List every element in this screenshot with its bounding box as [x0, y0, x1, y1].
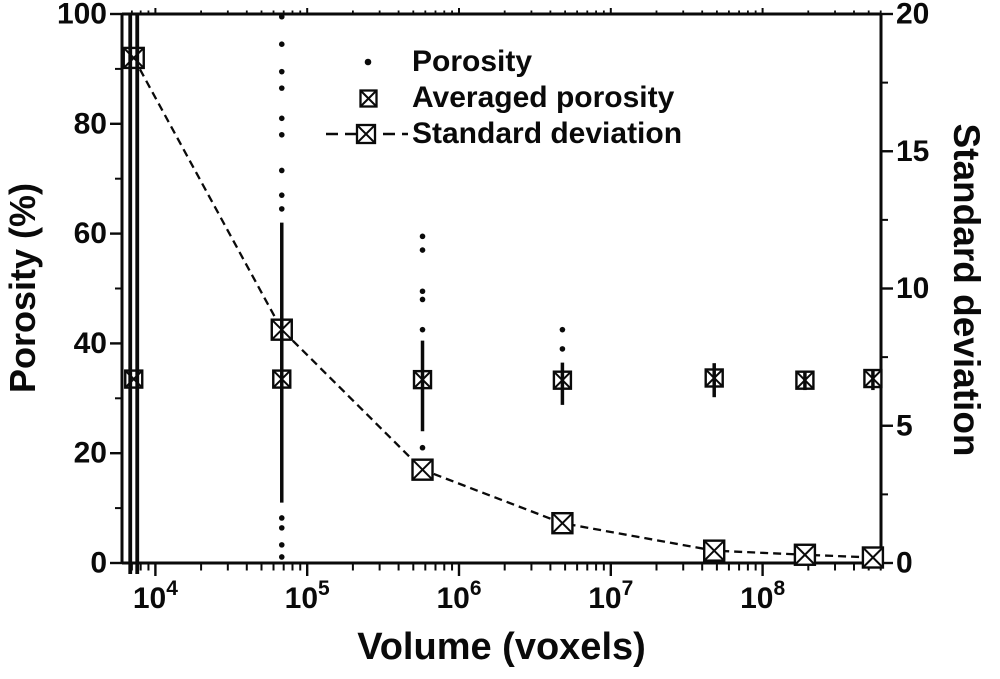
legend-item-standard-deviation: Standard deviation: [324, 116, 682, 152]
y-axis-left-title: Porosity (%): [2, 182, 43, 394]
sd-marker-cross: [862, 546, 884, 569]
sd-marker-cross: [123, 47, 145, 69]
porosity-dot: [278, 542, 285, 548]
porosity-dot: [278, 115, 285, 122]
porosity-dot: [559, 346, 566, 352]
porosity-dot: [278, 85, 285, 91]
y-left-tick-label: 60: [74, 217, 107, 250]
porosity-dot: [278, 167, 285, 174]
dashed-line-crossed-square-icon: [326, 123, 408, 145]
porosity-dot: [278, 206, 285, 212]
porosity-dot-icon: [364, 58, 372, 66]
porosity-dot: [278, 68, 285, 75]
x-tick-label: 107: [588, 577, 633, 615]
x-axis-title: Volume (voxels): [357, 626, 646, 668]
y-right-tick-label: 10: [896, 272, 929, 305]
sd-marker-cross: [551, 512, 574, 534]
y-right-tick-label: 0: [896, 547, 913, 580]
porosity-dot: [419, 444, 426, 451]
y-left-tick-label: 0: [90, 547, 107, 580]
x-tick-label: 105: [285, 577, 330, 615]
y-left-tick-label: 100: [57, 0, 107, 31]
legend-label-porosity: Porosity: [412, 45, 533, 78]
crossed-square-icon: [359, 89, 378, 108]
legend: Porosity Averaged porosity Standard devi…: [324, 44, 682, 152]
y-axis-right-title: Standard deviation: [946, 123, 987, 457]
porosity-dot: [419, 288, 426, 295]
legend-item-averaged-porosity: Averaged porosity: [324, 80, 682, 116]
porosity-dot: [278, 192, 285, 198]
x-tick-label: 104: [133, 577, 178, 615]
porosity-dot: [278, 131, 285, 138]
porosity-dot: [278, 515, 285, 521]
sd-marker-cross: [411, 458, 434, 481]
legend-item-porosity: Porosity: [324, 44, 682, 80]
y-right-tick-label: 20: [896, 0, 929, 31]
porosity-dot: [419, 247, 426, 253]
y-left-tick-label: 40: [74, 327, 107, 360]
y-right-tick-label: 5: [896, 409, 913, 442]
sd-marker-cross: [703, 539, 725, 562]
porosity-dot: [419, 326, 426, 333]
y-left-tick-label: 80: [74, 107, 107, 140]
x-tick-label: 106: [436, 577, 481, 615]
legend-label-standard-deviation: Standard deviation: [412, 117, 683, 150]
porosity-dot: [559, 326, 566, 333]
porosity-dot: [419, 296, 426, 303]
averaged-porosity-marker-cross: [124, 369, 143, 389]
x-tick-label: 108: [740, 577, 785, 615]
sd-marker-cross: [794, 544, 816, 566]
porosity-dot: [419, 233, 426, 240]
y-right-tick-label: 15: [896, 135, 929, 168]
porosity-dot: [278, 41, 285, 47]
porosity-dot: [278, 554, 285, 560]
porosity-dot: [278, 525, 285, 531]
porosity-dot: [278, 13, 285, 20]
legend-label-averaged-porosity: Averaged porosity: [412, 81, 675, 114]
y-left-tick-label: 20: [74, 437, 107, 470]
